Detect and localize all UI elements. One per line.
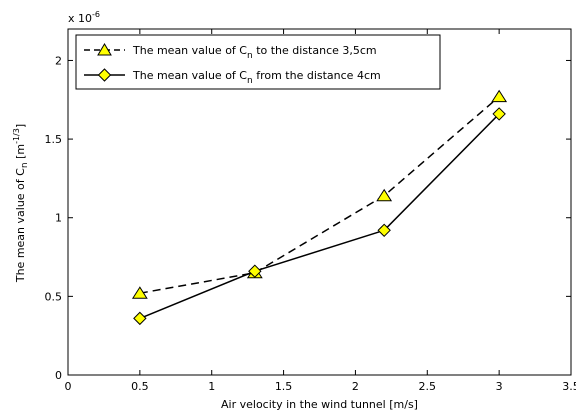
series-1-point xyxy=(376,188,393,202)
series-2-point xyxy=(133,311,147,326)
y-tick-label: 0.5 xyxy=(45,290,63,303)
x-tick-label: 2.5 xyxy=(419,380,437,393)
series-2-point xyxy=(377,223,391,238)
series-2-point xyxy=(248,264,262,278)
x-tick-label: 3 xyxy=(496,380,503,393)
series-layer xyxy=(131,89,508,326)
y-tick-label: 2 xyxy=(55,54,62,67)
series-2-line xyxy=(139,113,500,320)
legend-box xyxy=(75,34,441,90)
series-1-point xyxy=(131,286,148,299)
y-tick-label: 1 xyxy=(55,212,62,225)
legend: The mean value of Cn to the distance 3,5… xyxy=(75,34,441,90)
y-exponent-label: x 10-6 xyxy=(68,10,100,25)
x-tick-label: 3.5 xyxy=(562,380,576,393)
series-1-point xyxy=(491,89,508,103)
y-exponent-power: -6 xyxy=(92,10,100,19)
x-tick-label: 2 xyxy=(352,380,359,393)
y-axis-label: The mean value of Cn [m-1/3] xyxy=(12,124,30,283)
x-tick-label: 1 xyxy=(208,380,215,393)
y-tick-label: 0 xyxy=(55,369,62,382)
legend-entry-1: The mean value of Cn to the distance 3,5… xyxy=(132,44,377,61)
y-tick-label: 1.5 xyxy=(45,133,63,146)
x-axis-label: Air velocity in the wind tunnel [m/s] xyxy=(221,398,418,411)
x-tick-label: 1.5 xyxy=(275,380,293,393)
x-tick-label: 0 xyxy=(65,380,72,393)
series-1-line xyxy=(139,96,500,294)
legend-marker-diamond xyxy=(97,68,112,82)
axis-ticks: 0 0.5 1 1.5 2 2.5 3 3.5 0 0.5 1 1.5 2 xyxy=(45,29,576,393)
series-2-point xyxy=(492,107,506,121)
legend-entry-2: The mean value of Cn from the distance 4… xyxy=(132,69,381,86)
x-tick-label: 0.5 xyxy=(131,380,149,393)
legend-marker-triangle xyxy=(97,43,112,56)
